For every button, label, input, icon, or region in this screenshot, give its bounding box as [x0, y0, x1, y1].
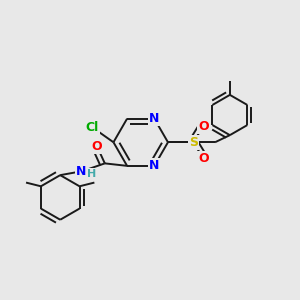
Text: N: N: [149, 159, 160, 172]
Text: S: S: [189, 136, 198, 149]
Text: H: H: [86, 169, 96, 178]
Text: N: N: [76, 165, 86, 178]
Text: O: O: [198, 152, 208, 165]
Text: N: N: [149, 112, 160, 125]
Text: O: O: [92, 140, 102, 153]
Text: O: O: [198, 120, 208, 133]
Text: Cl: Cl: [86, 121, 99, 134]
